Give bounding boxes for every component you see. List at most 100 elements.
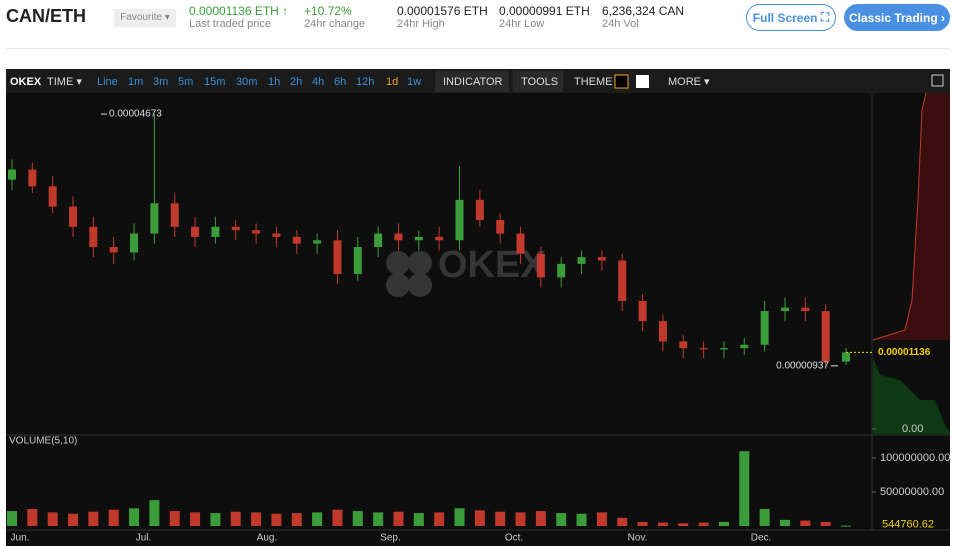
- candle-body: [760, 311, 769, 345]
- tool[interactable]: MORE ▾: [668, 76, 710, 88]
- button-label: Full Screen: [752, 10, 818, 25]
- interval[interactable]: 1h: [268, 76, 280, 88]
- candle-body: [272, 233, 281, 237]
- volume-bar: [312, 512, 323, 526]
- volume-bar: [291, 513, 302, 526]
- interval[interactable]: 5m: [178, 76, 193, 88]
- candle-body: [394, 233, 403, 241]
- toolbar-time[interactable]: TIME ▾: [47, 76, 82, 88]
- stat-label: 24hr change: [304, 18, 366, 30]
- classic-trading-button[interactable]: Classic Trading ›: [844, 4, 950, 31]
- volume-bar: [637, 521, 648, 526]
- tool[interactable]: THEME: [574, 76, 613, 88]
- volume-bar: [271, 513, 282, 526]
- tool[interactable]: TOOLS: [521, 76, 558, 88]
- theme-dark[interactable]: [614, 74, 629, 89]
- favourite-label: Favourite: [120, 12, 162, 23]
- interval[interactable]: 3m: [153, 76, 168, 88]
- volume-bar: [149, 500, 160, 526]
- candle-body: [374, 233, 383, 248]
- candle-body: [638, 300, 647, 322]
- candle-body: [69, 206, 78, 227]
- x-tick-label: Jun.: [11, 533, 30, 544]
- x-tick-label: Oct.: [505, 533, 523, 544]
- candle-body: [597, 257, 606, 261]
- volume-bar: [190, 512, 201, 526]
- volume-bar: [515, 512, 526, 526]
- y2-tick-label: 100000000.00: [880, 452, 950, 464]
- volume-bar: [698, 522, 709, 526]
- interval[interactable]: 15m: [204, 76, 225, 88]
- volume-bar: [454, 508, 465, 526]
- last-price-label: 0.00001136: [878, 347, 931, 358]
- stat-value: 0.00001136 ETH ↑: [189, 4, 289, 18]
- candle-body: [821, 311, 830, 362]
- stat-value: 0.00000991 ETH: [499, 4, 590, 18]
- x-tick-label: Dec.: [751, 533, 772, 544]
- candle-body: [292, 236, 301, 244]
- volume-bar: [108, 509, 119, 526]
- candle-body: [496, 220, 505, 234]
- candle-body: [618, 260, 627, 301]
- candle-body: [191, 226, 200, 237]
- volume-bar: [88, 511, 99, 526]
- volume-bar: [7, 511, 17, 526]
- pair: CAN/ETH: [6, 6, 86, 26]
- interval[interactable]: 4h: [312, 76, 324, 88]
- stat-label: 24hr High: [397, 18, 445, 30]
- full-screen-button[interactable]: Full Screen ⛶: [746, 4, 836, 31]
- depth-bids: [873, 358, 950, 434]
- candle-body: [8, 169, 16, 180]
- interval[interactable]: Line: [97, 76, 118, 88]
- interval[interactable]: 1w: [407, 76, 421, 88]
- interval[interactable]: 30m: [236, 76, 257, 88]
- volume-bar: [617, 517, 628, 526]
- interval[interactable]: 6h: [334, 76, 346, 88]
- stat-value: 0.00001576 ETH: [397, 4, 488, 18]
- depth-asks-line: [872, 92, 927, 341]
- volume-bar: [678, 523, 689, 526]
- interval[interactable]: 1d: [386, 76, 398, 88]
- candle-body: [48, 186, 57, 207]
- tool[interactable]: INDICATOR: [443, 76, 503, 88]
- candle-body: [313, 240, 322, 244]
- volume-value-label: 544760.62: [882, 519, 934, 531]
- volume-bar: [596, 512, 607, 526]
- volume-bar: [576, 513, 587, 526]
- volume-bar: [27, 509, 38, 526]
- favourite[interactable]: Favourite ▾: [114, 9, 176, 27]
- candle-body: [516, 233, 525, 254]
- candle-body: [353, 247, 362, 274]
- volume-bar: [169, 511, 180, 526]
- x-tick-label: Jul.: [136, 533, 152, 544]
- candle-body: [109, 247, 118, 253]
- volume-bar: [47, 512, 58, 526]
- candle-body: [536, 253, 545, 278]
- candle-body: [780, 307, 789, 312]
- y2-tick-label: 50000000.00: [880, 486, 944, 498]
- theme-light[interactable]: [636, 75, 649, 88]
- volume-bar: [434, 512, 445, 526]
- volume-bar: [759, 509, 770, 526]
- stat-label: 24h Vol: [602, 18, 639, 30]
- candle-body: [231, 226, 240, 231]
- volume-title: VOLUME(5,10): [9, 436, 77, 447]
- interval[interactable]: 1m: [128, 76, 143, 88]
- candle-body: [679, 341, 688, 349]
- volume-bar: [210, 513, 221, 526]
- candle-body: [740, 344, 749, 349]
- interval[interactable]: 2h: [290, 76, 302, 88]
- candle-body: [801, 307, 810, 312]
- volume-bar: [820, 521, 831, 526]
- volume-bar: [352, 511, 363, 526]
- interval[interactable]: 12h: [356, 76, 374, 88]
- volume-bar: [230, 511, 241, 526]
- expand-icon[interactable]: [931, 74, 944, 87]
- volume-bar: [739, 451, 750, 526]
- volume-bar: [556, 513, 567, 526]
- volume-bar: [68, 513, 79, 526]
- candle-body: [130, 233, 139, 253]
- candle-body: [475, 199, 484, 221]
- depth-asks: [873, 93, 950, 340]
